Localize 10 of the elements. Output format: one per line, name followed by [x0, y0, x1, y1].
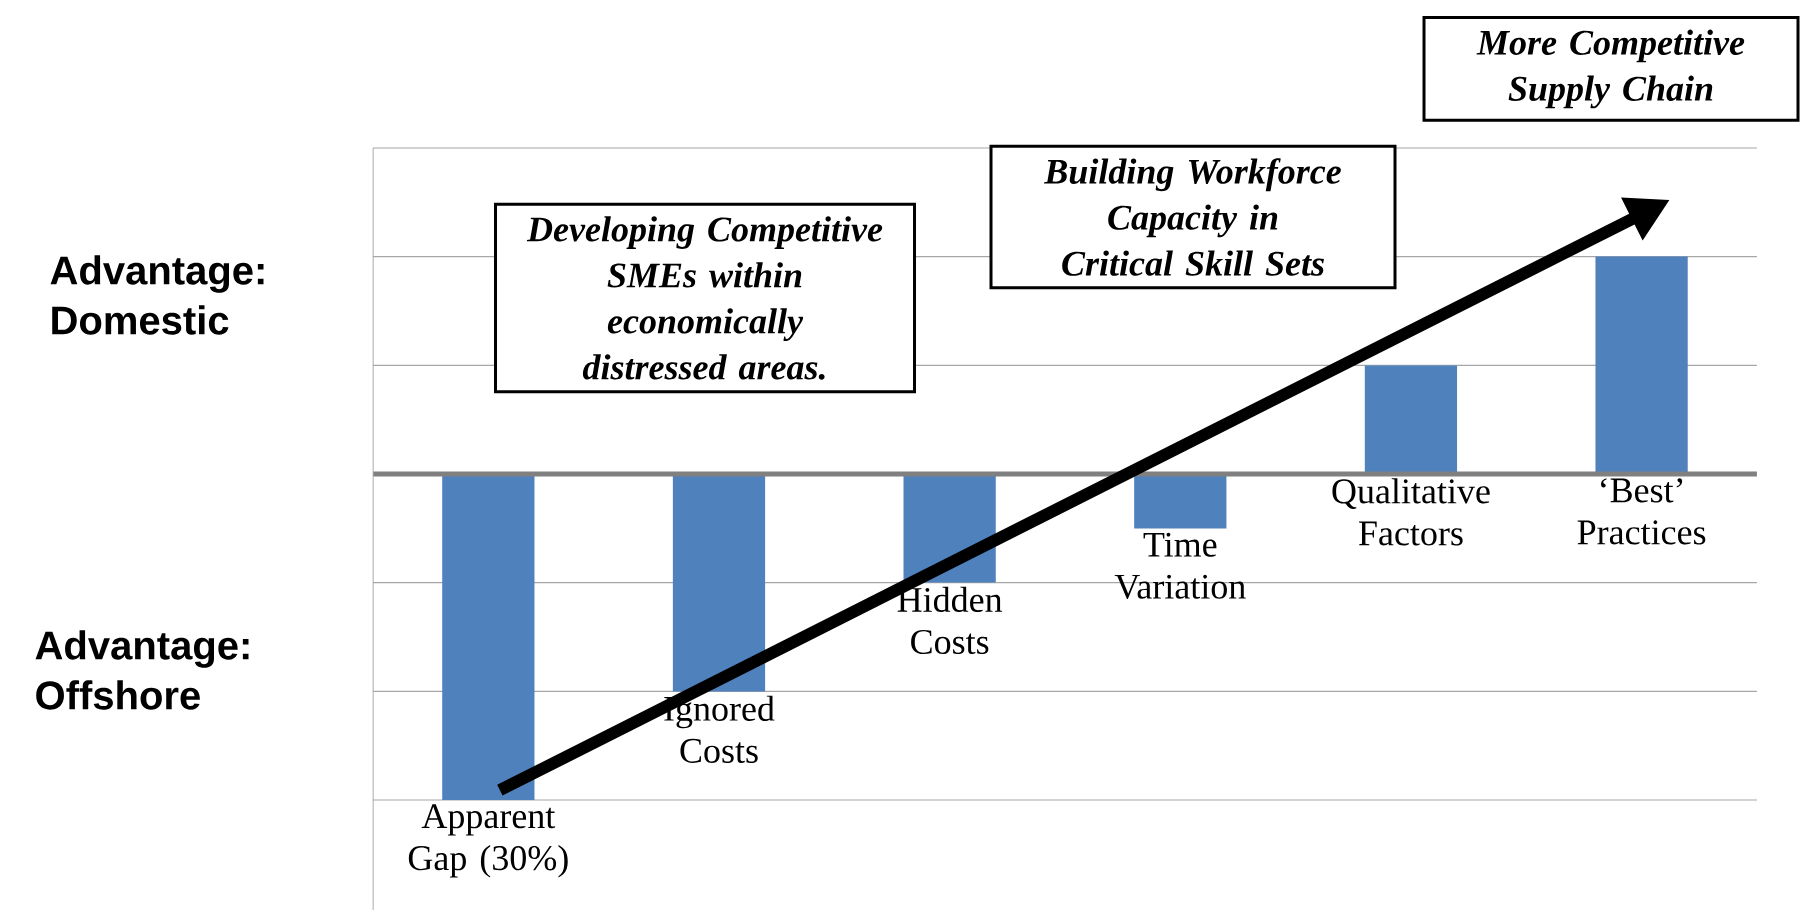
- x-tick-label: Hidden Costs: [897, 586, 1003, 655]
- x-tick-label: ‘Best’ Practices: [1577, 478, 1706, 545]
- x-tick-label: Qualitative Factors: [1332, 478, 1490, 546]
- text: Advantage: Offshore: [35, 630, 249, 710]
- annotation: Developing Competitive SMEs within economically distressed areas.: [526, 216, 883, 380]
- annotation: Building Workforce Capacity in Critical Skill Sets: [1044, 158, 1341, 276]
- text: More Competitive Supply Chain: [1476, 29, 1745, 109]
- x-tick-label: Time Variation: [1114, 532, 1246, 600]
- text: Advantage: Domestic: [50, 255, 264, 335]
- x-tick-label: Apparent Gap (30%): [408, 804, 568, 878]
